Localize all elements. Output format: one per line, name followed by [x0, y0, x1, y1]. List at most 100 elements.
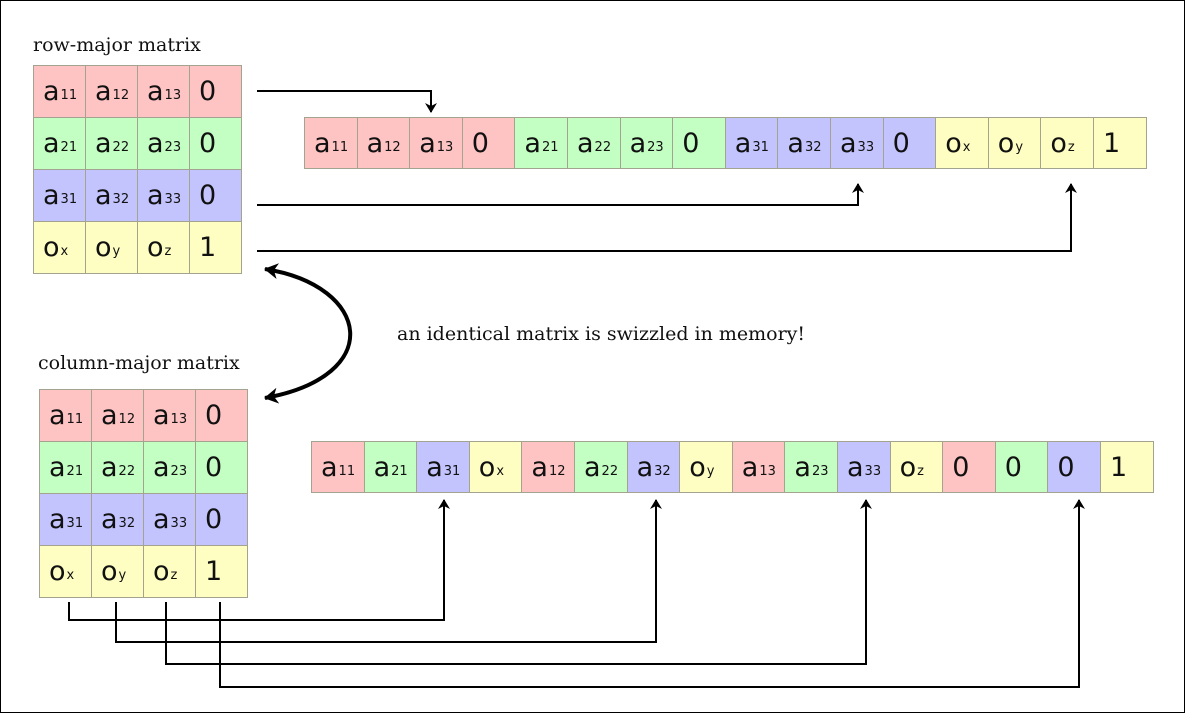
cell-base: 1 [205, 556, 223, 587]
cell-subscript: x [496, 463, 505, 479]
arrow-row4 [257, 183, 1077, 252]
cell-base: a [153, 400, 170, 431]
cell-base: a [95, 128, 112, 159]
arrow-row3 [257, 183, 864, 206]
cell-subscript: 31 [66, 516, 84, 531]
row-major-title: row-major matrix [33, 34, 201, 56]
cell-base: 0 [199, 180, 217, 211]
cell-subscript: 12 [118, 412, 136, 427]
cell-base: a [734, 127, 752, 159]
cell-base: 0 [1004, 451, 1022, 483]
cell-base: a [531, 451, 548, 483]
cell-base: o [43, 232, 60, 263]
cell-base: o [997, 127, 1015, 159]
cell-subscript: 23 [647, 139, 664, 155]
cell-subscript: 21 [541, 139, 559, 155]
cell-base: a [314, 127, 331, 159]
cell-base: a [147, 180, 164, 211]
cell-base: o [49, 556, 66, 587]
cell-base: o [153, 556, 170, 587]
memory-cell: a 33 [837, 441, 891, 493]
cell-base: a [153, 504, 170, 535]
cell-base: a [426, 451, 443, 483]
cell-subscript: 11 [338, 463, 356, 479]
cell-subscript: 32 [112, 192, 130, 207]
cell-subscript: y [706, 463, 715, 479]
cell-base: a [147, 76, 164, 107]
memory-cell: a 21 [514, 117, 568, 169]
matrix-cell: 0 [189, 117, 242, 170]
matrix-cell: a 31 [39, 493, 92, 546]
cell-base: a [847, 451, 864, 483]
cell-base: o [478, 451, 496, 483]
cell-base: 0 [892, 127, 910, 159]
swizzle-double-arrow [264, 263, 353, 404]
cell-base: a [636, 451, 654, 483]
matrix-cell: a 11 [39, 389, 92, 442]
memory-cell: a 12 [521, 441, 575, 493]
cell-subscript: 13 [164, 88, 182, 103]
cell-base: a [794, 451, 811, 483]
cell-base: a [577, 127, 594, 159]
cell-subscript: 21 [391, 463, 408, 479]
cell-base: a [101, 452, 118, 483]
matrix-cell: 1 [189, 221, 242, 274]
cell-subscript: 31 [443, 463, 461, 479]
cell-base: 0 [952, 451, 970, 483]
cell-base: o [95, 232, 112, 263]
cell-base: o [147, 232, 164, 263]
memory-cell: 0 [882, 117, 937, 169]
cell-base: a [43, 180, 60, 211]
memory-cell: 0 [994, 441, 1049, 493]
memory-cell: a 11 [311, 441, 365, 493]
cell-base: a [840, 127, 857, 159]
cell-base: a [373, 451, 391, 483]
cell-subscript: 21 [60, 140, 78, 155]
cell-base: 0 [682, 127, 700, 159]
cell-subscript: 22 [594, 139, 612, 155]
cell-base: 0 [199, 128, 217, 159]
matrix-cell: a 31 [33, 169, 86, 222]
matrix-cell: a 13 [143, 389, 196, 442]
cell-base: 1 [199, 232, 217, 263]
memory-cell: a 31 [724, 117, 779, 169]
cell-subscript: 23 [811, 463, 829, 479]
cell-base: a [629, 127, 647, 159]
cell-base: a [741, 451, 759, 483]
cell-subscript: 33 [170, 516, 188, 531]
cell-subscript: 22 [112, 140, 130, 155]
matrix-cell: 0 [189, 65, 242, 118]
cell-base: a [419, 127, 436, 159]
cell-subscript: 33 [164, 192, 182, 207]
column-major-title: column-major matrix [38, 352, 240, 374]
matrix-cell: a 21 [39, 441, 92, 494]
matrix-cell: 0 [195, 493, 248, 546]
cell-subscript: 11 [60, 88, 78, 103]
matrix-cell: a 13 [137, 65, 190, 118]
cell-subscript: 31 [60, 192, 78, 207]
cell-subscript: 22 [601, 463, 619, 479]
cell-subscript: x [66, 568, 75, 583]
cell-base: a [49, 400, 66, 431]
swizzle-note: an identical matrix is swizzled in memor… [397, 323, 806, 345]
cell-base: 0 [1057, 451, 1075, 483]
cell-subscript: 32 [118, 516, 136, 531]
matrix-cell: 0 [195, 389, 248, 442]
cell-subscript: x [60, 244, 69, 259]
cell-base: a [95, 76, 112, 107]
cell-subscript: 13 [170, 412, 188, 427]
cell-subscript: x [962, 139, 971, 155]
cell-base: a [147, 128, 164, 159]
matrix-cell: a 22 [91, 441, 144, 494]
cell-base: o [101, 556, 118, 587]
cell-subscript: 23 [170, 464, 188, 479]
memory-cell: a 32 [777, 117, 831, 169]
